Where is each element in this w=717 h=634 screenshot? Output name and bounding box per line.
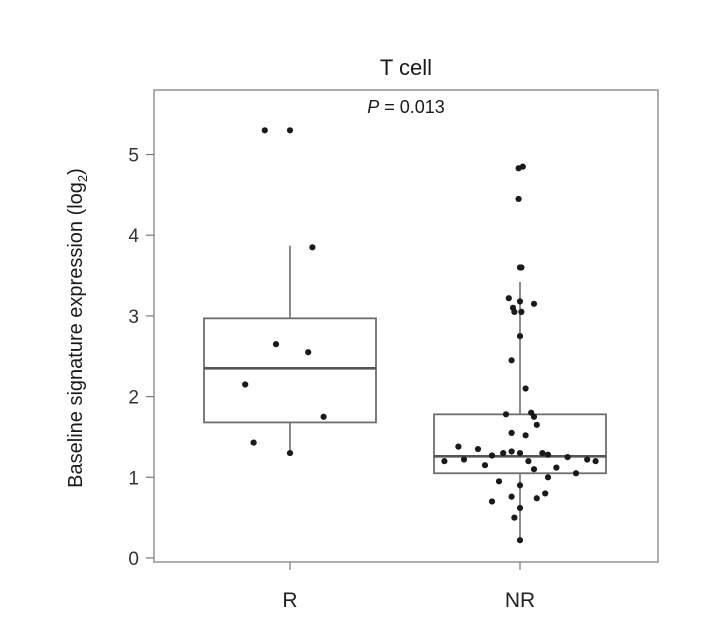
chart-title: T cell bbox=[380, 55, 432, 80]
iqr-box bbox=[203, 317, 377, 424]
data-point bbox=[495, 478, 503, 485]
data-point bbox=[584, 456, 591, 463]
data-point bbox=[508, 357, 515, 364]
y-tick-label: 2 bbox=[128, 388, 139, 409]
data-point bbox=[544, 451, 552, 458]
data-point bbox=[441, 458, 448, 465]
data-point bbox=[516, 264, 524, 271]
data-point bbox=[530, 466, 538, 473]
data-point bbox=[286, 449, 294, 457]
iqr-box bbox=[433, 413, 607, 475]
data-point bbox=[320, 413, 327, 420]
y-tick-label: 5 bbox=[128, 146, 139, 167]
y-axis: 0 1 2 3 4 5 bbox=[128, 146, 154, 570]
data-point bbox=[474, 445, 482, 453]
data-point bbox=[286, 127, 294, 134]
p-value-symbol: P bbox=[367, 97, 379, 117]
data-point bbox=[502, 411, 510, 418]
y-axis-label: Baseline signature expression (log2) bbox=[65, 168, 90, 488]
plot-frame bbox=[153, 89, 659, 563]
y-tick-label: 4 bbox=[128, 226, 139, 247]
data-point bbox=[515, 195, 522, 203]
data-point bbox=[261, 127, 268, 134]
p-value-text: = 0.013 bbox=[379, 97, 445, 117]
data-point bbox=[272, 341, 280, 348]
box-r bbox=[203, 245, 377, 454]
y-axis-label-main: Baseline signature expression (log bbox=[65, 182, 87, 488]
data-point bbox=[508, 448, 515, 455]
data-point bbox=[592, 458, 599, 465]
data-point bbox=[488, 498, 496, 505]
data-point bbox=[572, 470, 580, 477]
box-nr bbox=[433, 282, 607, 541]
data-point bbox=[542, 490, 549, 497]
data-points bbox=[242, 127, 599, 544]
data-point bbox=[564, 454, 571, 461]
data-point bbox=[516, 298, 524, 305]
data-point bbox=[516, 332, 524, 340]
data-point bbox=[500, 449, 507, 457]
y-tick-label: 0 bbox=[128, 549, 139, 570]
data-point bbox=[250, 439, 257, 446]
data-point bbox=[460, 456, 468, 463]
data-point bbox=[530, 413, 538, 420]
x-tick-label: R bbox=[282, 589, 297, 612]
data-point bbox=[511, 514, 518, 521]
data-point bbox=[553, 464, 560, 471]
data-point bbox=[481, 462, 489, 469]
y-tick-label: 3 bbox=[128, 307, 139, 328]
data-point bbox=[242, 381, 249, 388]
x-tick-label: NR bbox=[505, 589, 535, 612]
data-point bbox=[516, 537, 524, 544]
data-point bbox=[533, 495, 540, 502]
x-axis: R NR bbox=[282, 562, 535, 612]
data-point bbox=[525, 458, 532, 465]
y-tick-label: 1 bbox=[128, 468, 139, 489]
data-point bbox=[488, 452, 496, 459]
data-point bbox=[305, 349, 312, 356]
data-point bbox=[522, 432, 529, 439]
data-point bbox=[309, 244, 316, 251]
data-point bbox=[516, 482, 524, 489]
data-point bbox=[539, 449, 546, 457]
data-point bbox=[544, 474, 552, 481]
p-value-annotation: P = 0.013 bbox=[367, 97, 445, 117]
data-point bbox=[505, 295, 512, 302]
data-point bbox=[511, 308, 518, 315]
data-point bbox=[530, 300, 538, 307]
data-point bbox=[533, 421, 540, 428]
data-point bbox=[515, 165, 522, 172]
data-point bbox=[522, 385, 529, 392]
data-point bbox=[508, 493, 515, 500]
data-point bbox=[518, 308, 525, 315]
y-axis-label-close: ) bbox=[65, 168, 87, 175]
data-point bbox=[516, 504, 524, 512]
data-point bbox=[508, 429, 515, 437]
data-point bbox=[516, 449, 524, 457]
data-point bbox=[455, 443, 462, 450]
y-axis-label-subscript: 2 bbox=[75, 175, 90, 182]
